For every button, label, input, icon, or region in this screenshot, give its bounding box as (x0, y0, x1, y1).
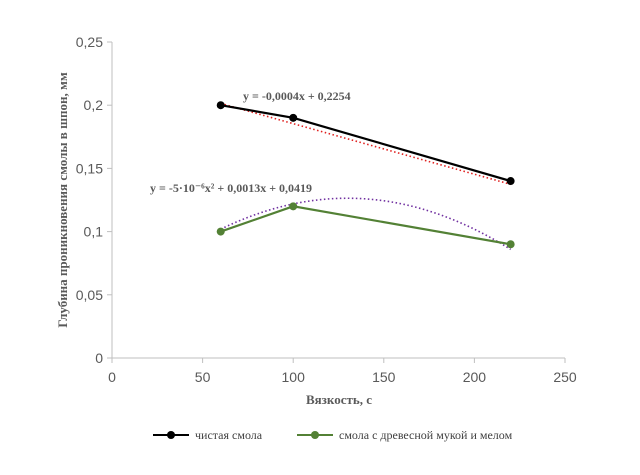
y-tick-label: 0,05 (76, 287, 103, 303)
axes-layer: 0 0,05 0,1 0,15 0,2 0,25 0 50 100 150 200 250 (76, 34, 577, 385)
data-point-pure-resin (506, 177, 515, 186)
trendline-equation-filled-resin: y = -5·10⁻⁶x² + 0,0013x + 0,0419 (150, 181, 312, 195)
y-tick-label: 0,2 (84, 97, 104, 113)
data-point-pure-resin (289, 113, 298, 122)
legend-marker-pure-resin (167, 431, 175, 439)
x-tick-label: 200 (463, 369, 487, 385)
trendline-filled-resin (220, 197, 512, 251)
legend-marker-filled-resin (311, 431, 319, 439)
series-line-pure-resin (220, 104, 511, 183)
x-tick-label: 50 (195, 369, 211, 385)
data-point-filled-resin (289, 202, 298, 211)
series-layer (216, 101, 515, 249)
legend: чистая смола смола с древесной мукой и м… (153, 428, 513, 442)
data-point-filled-resin (216, 227, 225, 236)
x-tick-label: 100 (282, 369, 306, 385)
y-tick-label: 0,15 (76, 160, 103, 176)
y-tick-label: 0,1 (84, 224, 104, 240)
x-tick-label: 150 (372, 369, 396, 385)
y-tick-label: 0 (95, 350, 103, 366)
data-point-filled-resin (506, 240, 515, 249)
y-tick-label: 0,25 (76, 34, 103, 50)
legend-label-filled-resin: смола с древесной мукой и мелом (339, 428, 513, 442)
y-axis-title: Глубина проникновения смолы в шпон, мм (55, 72, 70, 328)
trendline-pure-resin (220, 102, 511, 186)
legend-label-pure-resin: чистая смола (195, 428, 263, 442)
trendline-equation-pure-resin: y = -0,0004x + 0,2254 (243, 89, 351, 103)
series-line-filled-resin (220, 205, 511, 246)
trendline-layer (220, 102, 512, 251)
label-layer: Вязкость, с Глубина проникновения смолы … (55, 72, 372, 407)
x-tick-label: 0 (108, 369, 116, 385)
x-axis-title: Вязкость, с (306, 392, 372, 407)
x-tick-label: 250 (553, 369, 577, 385)
data-point-pure-resin (216, 101, 225, 110)
